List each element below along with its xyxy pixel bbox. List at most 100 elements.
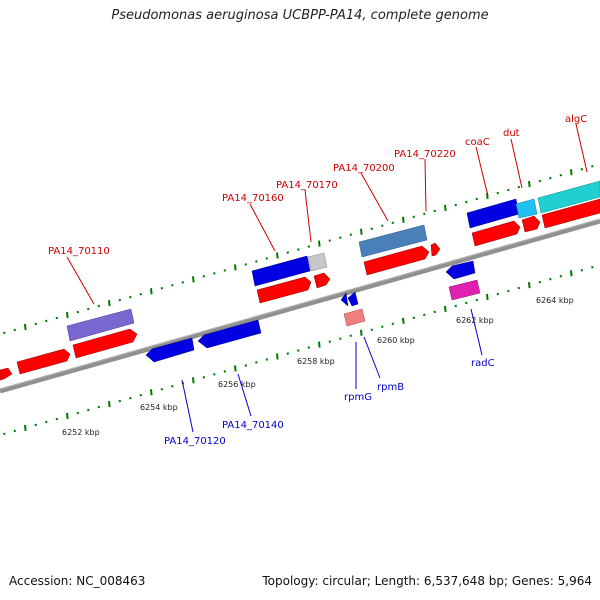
tick-mark: [444, 204, 447, 212]
kbp-scale-labels: 6252 kbp 6254 kbp 6256 kbp 6258 kbp 6260…: [62, 296, 574, 437]
tick-mark: [286, 251, 290, 254]
gene-label-algc[interactable]: algC: [565, 114, 587, 125]
cds-feature[interactable]: [340, 292, 349, 307]
tick-mark: [13, 429, 17, 433]
tick-mark: [97, 405, 101, 409]
gene-label-radc[interactable]: radC: [471, 358, 495, 369]
tick-mark: [160, 286, 164, 290]
tick-mark: [255, 361, 258, 364]
tick-mark: [139, 292, 143, 296]
tick-mark: [465, 301, 468, 305]
tick-mark: [412, 215, 416, 219]
tick-mark: [276, 353, 279, 360]
gene-label-pa14-70220[interactable]: PA14_70220: [394, 149, 456, 160]
tick-mark: [370, 328, 374, 332]
tick-mark: [66, 412, 69, 420]
label-leaders: [66, 123, 588, 433]
tick-mark: [265, 257, 269, 260]
tick-mark: [192, 276, 195, 283]
gene-feature[interactable]: [515, 198, 538, 219]
cds-feature[interactable]: [471, 220, 521, 247]
gene-feature[interactable]: [537, 180, 600, 214]
tick-mark: [360, 329, 363, 336]
tick-mark: [234, 264, 237, 271]
gene-feature[interactable]: [448, 279, 481, 301]
tick-mark: [3, 331, 6, 335]
tick-mark: [213, 272, 216, 275]
gene-feature[interactable]: [307, 252, 328, 272]
tick-mark: [276, 252, 279, 259]
gene-feature[interactable]: [251, 255, 311, 287]
tick-mark: [349, 334, 353, 337]
gene-feature[interactable]: [358, 224, 428, 258]
tick-mark: [129, 396, 132, 400]
tick-mark: [381, 325, 384, 329]
tick-mark: [34, 322, 38, 326]
tick-mark: [549, 277, 552, 281]
gene-label-coac[interactable]: coaC: [465, 137, 490, 148]
tick-mark: [150, 389, 153, 396]
tick-mark: [580, 268, 584, 272]
kbp-label: 6252 kbp: [62, 428, 100, 437]
cds-feature[interactable]: [0, 367, 13, 381]
tick-mark: [412, 316, 416, 320]
tick-mark: [402, 216, 405, 223]
tick-mark: [24, 424, 27, 432]
tick-mark: [496, 191, 500, 195]
tick-mark: [570, 169, 573, 176]
tick-mark: [559, 173, 563, 177]
genome-backbone-highlight: [0, 218, 600, 390]
bottom-gene-labels: PA14_70120 PA14_70140 rpmG rpmB radC: [164, 358, 495, 447]
gene-label-rpmb[interactable]: rpmB: [377, 382, 404, 393]
genome-backbone: [0, 218, 600, 394]
tick-mark: [129, 295, 132, 299]
gene-label-pa14-70140[interactable]: PA14_70140: [222, 420, 284, 431]
tick-mark: [433, 209, 437, 213]
gene-label-pa14-70170[interactable]: PA14_70170: [276, 180, 338, 191]
tick-mark: [475, 197, 479, 201]
tick-mark: [181, 281, 185, 284]
cds-feature[interactable]: [347, 291, 359, 307]
gene-label-rpmg[interactable]: rpmG: [344, 392, 372, 403]
tick-mark: [87, 307, 90, 311]
tick-mark: [517, 185, 521, 189]
cds-feature[interactable]: [16, 348, 71, 375]
tick-mark: [108, 401, 111, 408]
tick-mark: [475, 298, 479, 302]
cds-feature[interactable]: [521, 215, 541, 233]
tick-mark: [3, 432, 6, 436]
cds-feature[interactable]: [363, 245, 430, 276]
tick-mark: [171, 283, 174, 287]
tick-mark: [202, 275, 206, 278]
tick-mark: [454, 203, 458, 207]
cds-feature[interactable]: [430, 242, 441, 257]
gene-label-pa14-70120[interactable]: PA14_70120: [164, 436, 226, 447]
gene-label-pa14-70200[interactable]: PA14_70200: [333, 163, 395, 174]
top-gene-labels: PA14_70110 PA14_70160 PA14_70170 PA14_70…: [48, 114, 587, 257]
tick-mark: [118, 399, 122, 403]
tick-mark: [45, 420, 48, 424]
tick-mark: [318, 240, 321, 247]
tick-mark: [591, 265, 594, 269]
cds-feature[interactable]: [256, 276, 312, 304]
genome-title: Pseudomonas aeruginosa UCBPP-PA14, compl…: [111, 8, 489, 23]
gene-feature[interactable]: [343, 308, 366, 327]
cds-feature[interactable]: [72, 328, 138, 359]
tick-mark: [76, 411, 80, 415]
tick-mark: [433, 310, 437, 314]
tick-mark: [223, 269, 227, 272]
cds-feature[interactable]: [313, 272, 331, 289]
tick-mark: [108, 300, 111, 307]
gene-label-pa14-70160[interactable]: PA14_70160: [222, 193, 284, 204]
tick-mark: [24, 323, 27, 331]
cds-feature[interactable]: [541, 198, 600, 229]
gene-label-pa14-70110[interactable]: PA14_70110: [48, 246, 110, 257]
gene-label-dut[interactable]: dut: [503, 128, 520, 139]
cds-feature[interactable]: [445, 260, 476, 280]
cds-feature[interactable]: [145, 337, 195, 363]
kbp-label: 6256 kbp: [218, 380, 256, 389]
cds-feature[interactable]: [197, 319, 262, 349]
gene-feature[interactable]: [66, 308, 135, 342]
tick-mark: [391, 221, 395, 225]
